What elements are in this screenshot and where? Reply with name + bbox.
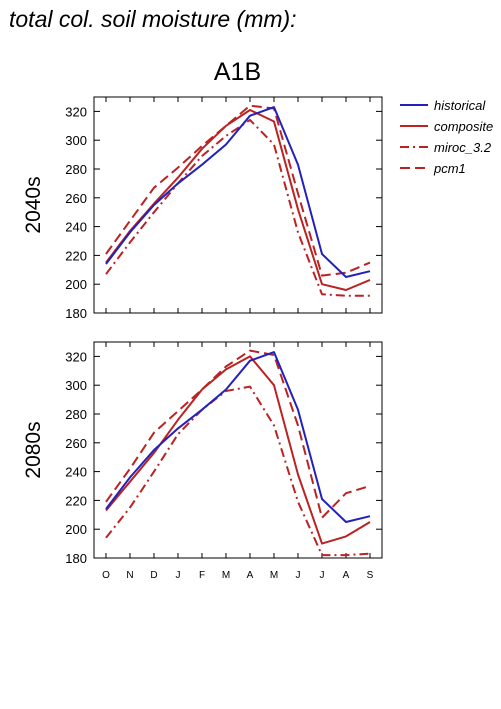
x-tick-label: M [270, 570, 278, 581]
y-tick-label: 200 [65, 522, 87, 537]
x-tick-label: D [150, 570, 157, 581]
y-tick-label: 220 [65, 493, 87, 508]
y-tick-label: 300 [65, 378, 87, 393]
series-line-historical [105, 351, 371, 523]
x-tick-label: A [247, 570, 254, 581]
series-line-pcm1 [105, 349, 371, 519]
panel-2080s: 180 200 220 240 260 280 300 320 O N D J F M A M J J A S 2080… [22, 341, 383, 581]
series-line-pcm1 [105, 104, 371, 277]
x-tick-label: F [199, 570, 205, 581]
x-tick-label: S [367, 570, 374, 581]
y-tick-label: 180 [65, 551, 87, 566]
y-tick-label: 240 [65, 220, 87, 235]
legend-label: pcm1 [433, 161, 466, 176]
series-line-historical [105, 106, 371, 278]
x-tick-label: J [296, 570, 301, 581]
y-tick-label: 200 [65, 277, 87, 292]
y-tick-label: 240 [65, 465, 87, 480]
plot-frame [93, 96, 383, 314]
y-tick-label: 260 [65, 436, 87, 451]
y-tick-label: 280 [65, 407, 87, 422]
x-tick-label: O [102, 570, 110, 581]
legend: historical composite miroc_3.2 pcm1 [400, 98, 493, 176]
x-tick-label: M [222, 570, 230, 581]
x-tick-label: A [343, 570, 350, 581]
y-tick-label: 320 [65, 104, 87, 119]
plot-frame [93, 341, 383, 559]
x-tick-label: J [176, 570, 181, 581]
x-tick-label: N [126, 570, 133, 581]
legend-label: miroc_3.2 [434, 140, 492, 155]
y-tick-label: 180 [65, 306, 87, 321]
x-tick-label: J [320, 570, 325, 581]
y-tick-label: 220 [65, 248, 87, 263]
series-line-miroc-3-2 [105, 119, 370, 297]
legend-label: composite [434, 119, 493, 134]
y-tick-label: 300 [65, 133, 87, 148]
y-tick-label: 280 [65, 162, 87, 177]
row-label: 2080s [22, 421, 45, 478]
y-tick-label: 260 [65, 191, 87, 206]
row-label: 2040s [22, 176, 45, 233]
y-tick-label: 320 [65, 349, 87, 364]
legend-label: historical [434, 98, 486, 113]
series-line-composite [105, 355, 371, 545]
figure-title: total col. soil moisture (mm): [9, 6, 297, 32]
panel-2040s: 180 200 220 240 260 280 300 320 2040s [22, 96, 383, 321]
scenario-title: A1B [214, 58, 261, 86]
series-line-miroc-3-2 [105, 385, 371, 557]
